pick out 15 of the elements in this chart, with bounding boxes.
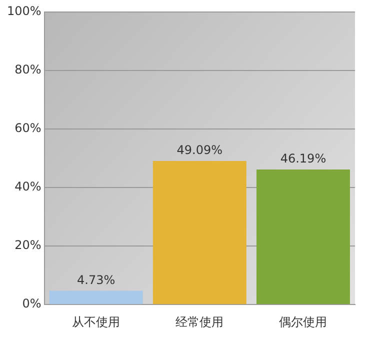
y-tick-label: 0% (22, 296, 42, 311)
y-tick-label: 100% (6, 4, 42, 18)
data-label: 49.09% (176, 143, 223, 158)
y-tick-label: 20% (14, 238, 42, 252)
x-tick-label: 从不使用 (72, 314, 120, 329)
y-tick-label: 40% (14, 180, 42, 194)
bar (256, 169, 350, 304)
data-label: 46.19% (280, 152, 326, 166)
bar (49, 290, 143, 304)
data-label: 4.73% (77, 272, 116, 287)
y-tick-label: 60% (14, 121, 42, 136)
bar (152, 160, 246, 304)
y-tick-label: 80% (14, 62, 42, 77)
x-tick-label: 经常使用 (176, 314, 224, 329)
x-tick-label: 偶尔使用 (279, 314, 328, 329)
